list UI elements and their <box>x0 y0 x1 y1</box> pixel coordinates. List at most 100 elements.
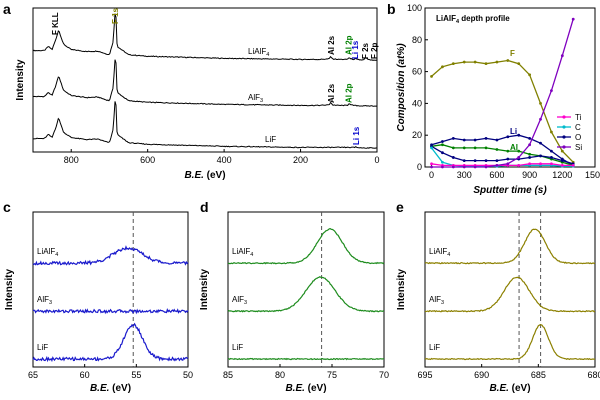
panel-b-inline-label-F: F <box>510 49 515 58</box>
panel-b-point-Si <box>441 165 444 169</box>
panel-d-x-tick-label: 75 <box>327 370 337 380</box>
panel-b-ylabel: Composition (at%) <box>396 43 407 132</box>
panel-b-line-F <box>431 59 574 163</box>
panel-b-point-Al <box>495 148 499 151</box>
panel-b-point-Si <box>506 162 510 166</box>
panel-e-frame <box>424 211 596 368</box>
panel-b-line-Al <box>431 144 574 167</box>
panel-b-point-Li <box>451 136 455 140</box>
panel-b-point-Al <box>451 146 455 150</box>
panel-b-point-Ti <box>430 162 433 166</box>
panel-b-point-Si <box>484 165 488 169</box>
panel-b-point-Si <box>451 165 455 169</box>
panel-b-point-Li <box>495 138 499 142</box>
panel-b-point-Si <box>517 156 521 159</box>
panel-b-point-O <box>495 159 499 163</box>
panel-a-annotation-8: Al 2p <box>345 83 354 103</box>
panel-b-point-Ti <box>517 164 521 167</box>
panel-b-point-F <box>430 74 433 78</box>
panel-b-line-Li <box>431 134 574 166</box>
panel-b-point-Si <box>430 165 433 169</box>
panel-b-title: LiAlF4 depth profile <box>436 14 510 25</box>
panel-b-xlabel: Sputter time (s) <box>473 185 547 196</box>
panel-a-annotation-3: Al 2p <box>345 35 354 55</box>
panel-c-spectrum-LiAlF4 <box>32 245 189 266</box>
panel-b-point-O <box>441 151 444 155</box>
panel-c-spectrum-LiF <box>32 322 189 363</box>
panel-b-point-Li <box>441 140 444 143</box>
panel-e-series-label-AlF3: AlF3 <box>429 295 444 306</box>
panel-b-legend-marker-O <box>562 135 566 139</box>
panel-b-legend-marker-Si <box>562 145 566 149</box>
panel-b-frame <box>424 7 596 168</box>
panel-b-point-Li <box>528 136 532 140</box>
panel-b-point-Si <box>462 165 466 169</box>
panel-d-ylabel: Intensity <box>199 269 210 311</box>
panel-b-legend-marker-C <box>562 125 566 129</box>
panel-b-point-O <box>539 154 542 158</box>
panel-label-c: c <box>3 199 11 215</box>
panel-b-point-Al <box>441 143 444 147</box>
panel-label-e: e <box>396 199 404 215</box>
panel-b-point-O <box>528 156 532 159</box>
panel-b-point-Al <box>484 146 488 150</box>
panel-b-point-F <box>484 62 488 66</box>
panel-e-series-label-LiF: LiF <box>429 343 440 352</box>
panel-b-point-Ti <box>571 164 575 167</box>
panel-a-x-tick-label: 800 <box>64 155 79 165</box>
panel-d-series-label-AlF3: AlF3 <box>232 295 247 306</box>
panel-b-point-Al <box>473 146 477 150</box>
panel-a-annotation-2: Al 2s <box>327 35 336 55</box>
panel-b-point-O <box>484 159 488 163</box>
panel-c-x-tick-label: 65 <box>28 370 38 380</box>
panel-b-point-F <box>517 62 521 66</box>
panel-a-annotation-6: F 2p <box>370 42 379 59</box>
panel-b-point-Al <box>462 146 466 150</box>
panel-b-point-O <box>462 159 466 163</box>
panel-c-ylabel: Intensity <box>4 269 15 311</box>
panel-b-x-tick-label: 900 <box>522 170 537 180</box>
panel-b-inline-label-Li: Li <box>510 127 517 136</box>
panel-b-point-Al <box>517 149 521 153</box>
panel-b-point-F <box>528 73 532 77</box>
panel-b-point-Li <box>539 141 542 145</box>
panel-b-y-tick-label: 80 <box>412 35 422 45</box>
panel-c-spectrum-AlF3 <box>32 308 189 315</box>
panel-c-frame <box>32 211 189 368</box>
panel-d-spectrum-LiAlF4 <box>227 227 385 265</box>
panel-label-b: b <box>387 1 396 17</box>
panel-b-point-F <box>462 60 466 64</box>
panel-a-spectrum-AlF3 <box>32 59 378 107</box>
panel-b-point-Li <box>462 138 466 142</box>
panel-b-point-Li <box>484 136 488 140</box>
panel-b-point-Li <box>517 133 521 137</box>
panel-b-point-O <box>506 157 510 161</box>
panel-b-legend-label-O: O <box>575 133 581 142</box>
panel-d-x-tick-label: 80 <box>275 370 285 380</box>
panel-e-x-tick-label: 695 <box>417 370 432 380</box>
panel-b-point-O <box>550 156 553 159</box>
panel-e-x-tick-label: 680 <box>587 370 600 380</box>
panel-e-xlabel: B.E. (eV) <box>489 383 530 394</box>
panel-b-point-Si <box>495 164 499 167</box>
panel-b-point-Si <box>473 165 477 169</box>
panel-a-series-label-LiF: LiF <box>265 135 276 144</box>
panel-a-series-label-LiAlF4: LiAlF4 <box>248 47 269 58</box>
panel-b-point-C <box>441 160 444 164</box>
panel-c-xlabel: B.E. (eV) <box>90 383 131 394</box>
panel-b-x-tick-label: 1200 <box>552 170 572 180</box>
panel-a-x-tick-label: 0 <box>374 155 379 165</box>
panel-b-point-F <box>506 59 510 62</box>
panel-b-point-O <box>560 159 564 163</box>
panel-b-line-Si <box>431 18 574 168</box>
panel-d-spectrum-LiF <box>228 357 384 361</box>
panel-b-point-F <box>473 60 477 64</box>
panel-b-point-Li <box>506 135 510 139</box>
panel-b-point-Si <box>571 17 575 21</box>
panel-b-point-F <box>560 149 564 153</box>
panel-b-line-Ti <box>431 163 574 167</box>
panel-b-x-tick-label: 600 <box>489 170 504 180</box>
panel-e-x-tick-label: 685 <box>531 370 546 380</box>
panel-a-annotation-9: Li 1s <box>352 126 361 145</box>
panel-b-legend-label-Ti: Ti <box>575 113 582 122</box>
